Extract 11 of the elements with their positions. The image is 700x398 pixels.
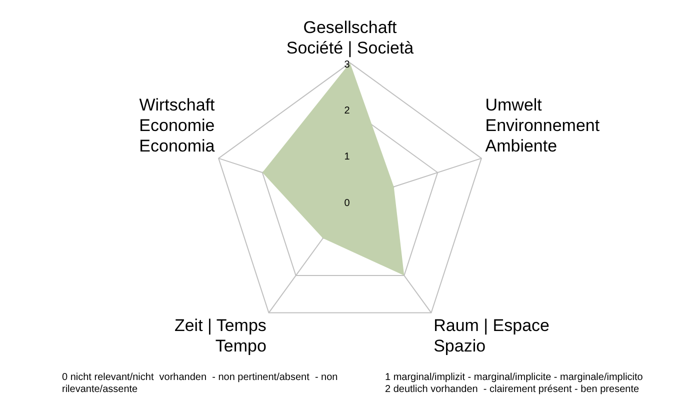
text: 0 nicht relevant/nicht vorhanden - non pertinent/absent - non rilevante/assente <box>62 372 339 396</box>
y-tick-label: 2 <box>344 106 350 117</box>
y-tick-label: 1 <box>344 152 350 163</box>
spoke-label: Wirtschaft Economie Economia <box>139 96 216 156</box>
y-tick-label: 0 <box>344 198 350 209</box>
spoke-label: Gesellschaft Société | Società <box>286 18 414 58</box>
spoke-label: Umwelt Environnement Ambiente <box>485 96 600 156</box>
spoke-label: Raum | Espace Spazio <box>434 316 550 356</box>
spoke-label: Zeit | Temps Tempo <box>174 316 266 356</box>
y-tick-label: 3 <box>344 60 350 71</box>
text: 1 marginal/implizit - marginal/implicite - marginale/implicito 2 deutlich vorhanden - clairement présent - ben presente <box>385 372 644 396</box>
